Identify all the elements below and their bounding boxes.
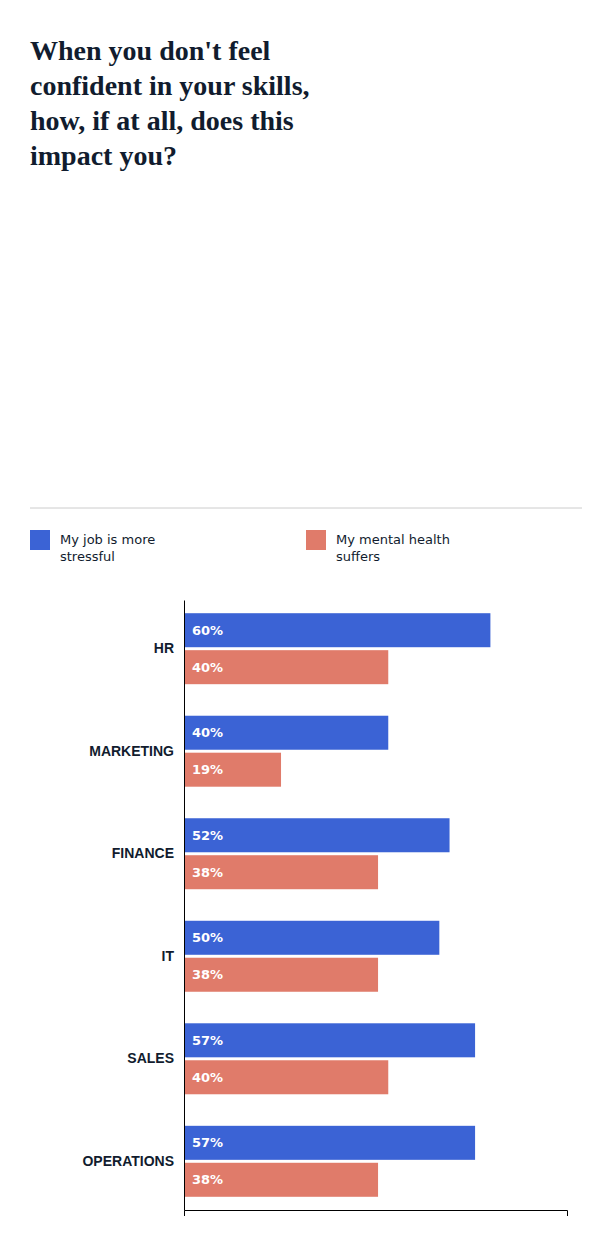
data-label: 52% bbox=[192, 828, 223, 843]
data-label: 40% bbox=[192, 660, 223, 675]
legend-item: My mental healthsuffers bbox=[306, 530, 450, 564]
bar bbox=[184, 1126, 475, 1160]
bar bbox=[184, 921, 439, 955]
divider bbox=[30, 508, 582, 509]
data-label: 60% bbox=[192, 623, 223, 638]
bar bbox=[184, 753, 281, 787]
y-tick: FINANCE bbox=[112, 845, 184, 861]
bar bbox=[184, 958, 378, 992]
title: When you don't feelconfident in your ski… bbox=[30, 35, 310, 171]
y-tick: MARKETING bbox=[89, 743, 184, 759]
legend-item: My job is morestressful bbox=[30, 530, 155, 564]
y-axis: HR MARKETING FINANCE IT SALES OPERATIONS bbox=[82, 601, 184, 1211]
bar bbox=[184, 855, 378, 889]
data-label: 38% bbox=[192, 865, 223, 880]
y-tick-label: FINANCE bbox=[112, 845, 174, 861]
data-label: 57% bbox=[192, 1033, 223, 1048]
data-label: 38% bbox=[192, 1172, 223, 1187]
legend-swatch bbox=[306, 530, 326, 550]
bar bbox=[184, 1023, 475, 1057]
bar bbox=[184, 716, 388, 750]
y-tick: HR bbox=[154, 640, 184, 656]
data-label: 38% bbox=[192, 967, 223, 982]
legend-label: My job is morestressful bbox=[60, 532, 155, 564]
data-label: 40% bbox=[192, 725, 223, 740]
legend-swatch bbox=[30, 530, 50, 550]
data-labels: 60% 40% 52% 50% 57% 57% 40% 19% 38% 38% 40% 38% bbox=[192, 623, 223, 1188]
y-tick-label: HR bbox=[154, 640, 174, 656]
bars bbox=[184, 613, 490, 1197]
bar bbox=[184, 613, 490, 647]
data-label: 57% bbox=[192, 1135, 223, 1150]
bar bbox=[184, 1163, 378, 1197]
y-tick-label: IT bbox=[162, 948, 175, 964]
data-label: 19% bbox=[192, 762, 223, 777]
y-tick: SALES bbox=[127, 1050, 184, 1066]
bar bbox=[184, 650, 388, 684]
bar bbox=[184, 1060, 388, 1094]
legend-label: My mental healthsuffers bbox=[336, 532, 450, 564]
x-axis bbox=[185, 1211, 568, 1217]
chart: When you don't feelconfident in your ski… bbox=[0, 0, 612, 1254]
y-axis-line bbox=[184, 601, 185, 1211]
data-label: 40% bbox=[192, 1070, 223, 1085]
y-tick-label: MARKETING bbox=[89, 743, 174, 759]
data-label: 50% bbox=[192, 930, 223, 945]
bar bbox=[184, 818, 450, 852]
y-tick-label: SALES bbox=[127, 1050, 174, 1066]
y-tick: OPERATIONS bbox=[82, 1153, 184, 1169]
y-tick: IT bbox=[162, 948, 184, 964]
x-axis-line bbox=[185, 1211, 568, 1217]
y-tick-label: OPERATIONS bbox=[82, 1153, 174, 1169]
